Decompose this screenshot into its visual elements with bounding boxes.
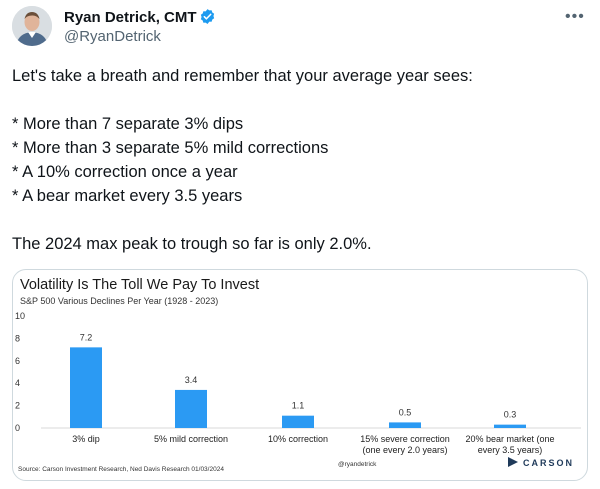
- x-tick-label: (one every 2.0 years): [362, 445, 447, 455]
- bar: [175, 389, 207, 428]
- bar-value-label: 0.5: [399, 407, 412, 417]
- x-tick-label: 15% severe correction: [360, 434, 450, 444]
- bar: [494, 424, 526, 428]
- bar: [389, 422, 421, 428]
- bar-chart: Volatility Is The Toll We Pay To Invest …: [15, 277, 581, 473]
- bar: [70, 347, 102, 428]
- y-tick-label: 8: [15, 333, 20, 343]
- bar-value-label: 1.1: [292, 401, 305, 411]
- x-tick-label: 3% dip: [72, 434, 100, 444]
- author-name[interactable]: Ryan Detrick, CMT: [64, 9, 197, 26]
- tweet-line: * More than 3 separate 5% mild correctio…: [12, 139, 329, 157]
- more-dots-icon[interactable]: •••: [565, 8, 585, 25]
- x-tick-label: 10% correction: [268, 434, 328, 444]
- carson-logo: CARSON: [508, 457, 574, 468]
- y-tick-label: 6: [15, 356, 20, 366]
- bar-value-label: 0.3: [504, 410, 517, 420]
- y-tick-label: 2: [15, 401, 20, 411]
- chart-source: Source: Carson Investment Research, Ned …: [18, 466, 224, 473]
- tweet-line: * More than 7 separate 3% dips: [12, 115, 244, 133]
- x-tick-label: every 3.5 years): [478, 445, 543, 455]
- x-tick-label: 5% mild correction: [154, 434, 228, 444]
- y-tick-label: 0: [15, 423, 20, 433]
- bar: [282, 415, 314, 428]
- author-handle[interactable]: @RyanDetrick: [64, 28, 161, 45]
- chart-title: Volatility Is The Toll We Pay To Invest: [20, 277, 259, 293]
- tweet-line: Let's take a breath and remember that yo…: [12, 67, 473, 85]
- bar-value-label: 7.2: [80, 332, 93, 342]
- chart-subtitle: S&P 500 Various Declines Per Year (1928 …: [20, 296, 218, 306]
- tweet-line: * A bear market every 3.5 years: [12, 187, 243, 205]
- y-tick-label: 10: [15, 311, 25, 321]
- y-tick-label: 4: [15, 378, 20, 388]
- verified-badge-icon: [200, 9, 215, 24]
- chart-watermark: @ryandetrick: [338, 461, 377, 468]
- x-tick-label: 20% bear market (one: [465, 434, 554, 444]
- bar-value-label: 3.4: [185, 375, 198, 385]
- tweet-line: * A 10% correction once a year: [12, 163, 238, 181]
- svg-text:CARSON: CARSON: [523, 458, 574, 468]
- avatar[interactable]: [12, 6, 52, 46]
- tweet-media-chart[interactable]: Volatility Is The Toll We Pay To Invest …: [12, 269, 588, 481]
- tweet-line: The 2024 max peak to trough so far is on…: [12, 235, 372, 253]
